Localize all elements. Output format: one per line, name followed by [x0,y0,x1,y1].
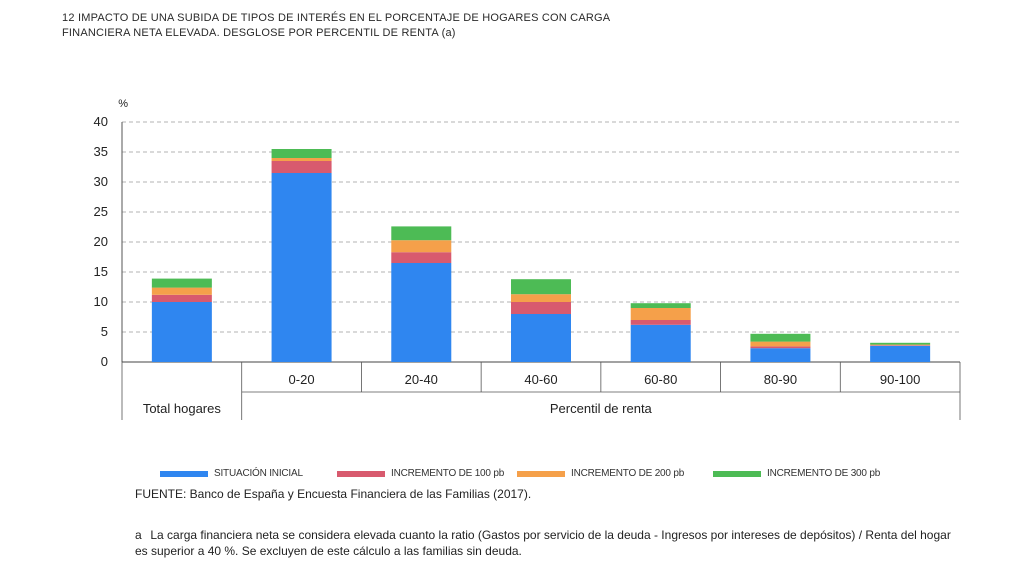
bar-incremento-200 [630,308,691,320]
bar-incremento-200 [151,287,212,295]
x-tick-label: 40-60 [524,372,557,387]
legend-swatch [713,470,761,477]
bar-incremento-100 [151,294,212,302]
bar-situacion-inicial [151,302,212,362]
y-tick-label: 20 [94,234,108,249]
legend-item-situacion-inicial: SITUACIÓN INICIAL [160,468,303,479]
bar-incremento-300 [271,149,332,158]
bar-incremento-300 [511,279,571,295]
x-tick-label: 90-100 [880,372,920,387]
group-label-percentile: Percentil de renta [550,401,653,416]
y-tick-label: 40 [94,114,108,129]
bar-incremento-100 [391,252,452,263]
chart-legend: SITUACIÓN INICIAL INCREMENTO DE 100 pb I… [160,468,920,486]
x-tick-label: 20-40 [405,372,438,387]
y-tick-label: 35 [94,144,108,159]
footnote-label: a [135,528,142,542]
legend-swatch [160,470,208,477]
bar-incremento-200 [511,294,571,302]
source-note: FUENTE: Banco de España y Encuesta Finan… [135,487,532,501]
footnote: a La carga financiera neta se considera … [135,527,955,559]
y-tick-label: 10 [94,294,108,309]
y-tick-label: 25 [94,204,108,219]
bar-chart: 0 5 10 15 20 25 30 35 40% 0-20 20-40 40-60 60-80 80-9… [94,98,961,420]
footnote-text: La carga financiera neta se considera el… [135,528,951,558]
y-tick-label: 30 [94,174,108,189]
bar-incremento-300 [870,342,931,345]
legend-swatch [517,470,565,477]
bar-situacion-inicial [271,173,332,362]
bar-incremento-100 [750,346,811,349]
bar-incremento-200 [750,341,811,347]
chart-title: 12 IMPACTO DE UNA SUBIDA DE TIPOS DE INTE… [62,11,622,41]
chart-title-text: IMPACTO DE UNA SUBIDA DE TIPOS DE INTERÉ… [62,12,610,39]
bar-situacion-inicial [511,314,571,362]
bar-incremento-300 [750,333,811,342]
legend-item-incremento-200: INCREMENTO DE 200 pb [517,468,684,479]
legend-label: INCREMENTO DE 200 pb [571,468,685,479]
group-label-total: Total hogares [143,401,222,416]
x-tick-label: 80-90 [764,372,797,387]
bar-incremento-100 [630,320,691,325]
bar-situacion-inicial [391,263,452,362]
y-tick-label: 0 [101,354,108,369]
x-tick-label: 60-80 [644,372,677,387]
chart-number: 12 [62,12,75,24]
legend-label: INCREMENTO DE 100 pb [391,468,505,479]
bar-incremento-100 [271,161,332,173]
bar-incremento-300 [391,226,452,241]
bar-incremento-300 [151,278,212,288]
bar-incremento-200 [391,240,452,253]
y-tick-label: 15 [94,264,108,279]
bar-incremento-100 [870,345,931,346]
y-axis-label: % [118,98,128,110]
legend-item-incremento-100: INCREMENTO DE 100 pb [337,468,504,479]
bar-situacion-inicial [870,345,931,362]
legend-item-incremento-300: INCREMENTO DE 300 pb [713,468,880,479]
bar-incremento-200 [271,158,332,161]
x-tick-label: 0-20 [289,372,315,387]
bar-incremento-300 [630,303,691,308]
y-tick-label: 5 [101,324,108,339]
legend-label: SITUACIÓN INICIAL [214,468,303,479]
bar-incremento-200 [870,344,931,346]
bar-incremento-100 [511,302,571,314]
bar-situacion-inicial [630,324,691,362]
bar-situacion-inicial [750,348,811,362]
legend-swatch [337,470,385,477]
legend-label: INCREMENTO DE 300 pb [767,468,881,479]
